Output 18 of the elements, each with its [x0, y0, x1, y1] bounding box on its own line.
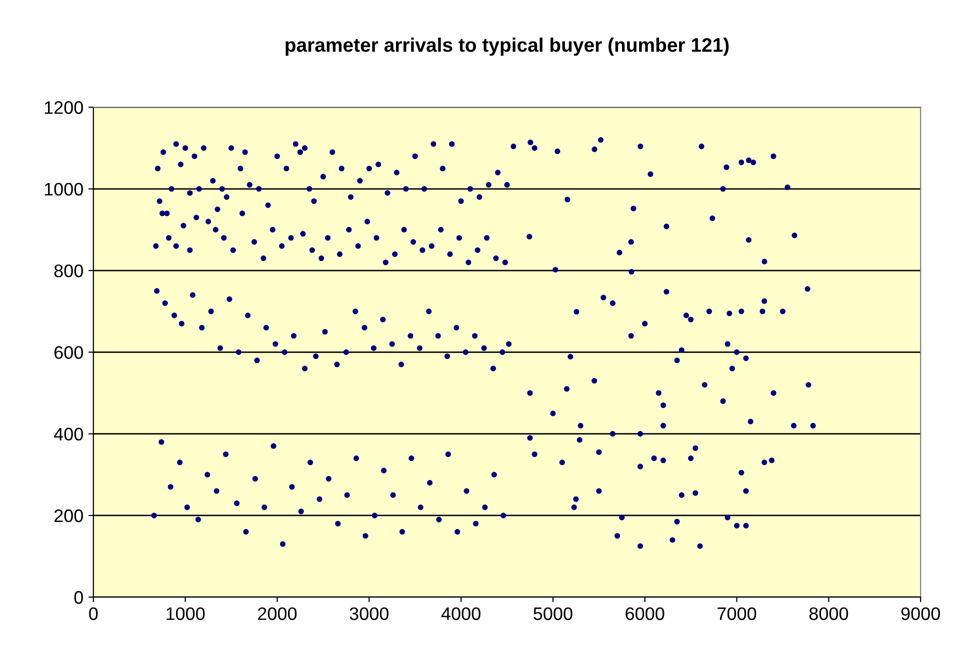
y-tick-label: 1200	[44, 101, 83, 114]
x-tick-label: 6000	[626, 607, 664, 620]
y-tick-label: 600	[54, 346, 83, 359]
x-tick-label: 8000	[809, 607, 848, 620]
y-tick-label: 400	[54, 428, 83, 441]
x-tick-label: 4000	[441, 607, 480, 620]
y-tick-label: 1000	[44, 182, 83, 196]
y-tick-label: 800	[54, 264, 83, 278]
x-tick-label: 9000	[901, 607, 940, 620]
y-tick-label: 0	[74, 591, 83, 604]
x-tick-label: 7000	[718, 607, 756, 620]
x-tick-label: 1000	[166, 607, 205, 620]
x-tick-label: 3000	[350, 607, 389, 620]
y-tick-label: 200	[54, 509, 83, 522]
x-tick-label: 2000	[258, 607, 297, 620]
chart-title: parameter arrivals to typical buyer (number 121)	[286, 38, 729, 56]
x-tick-label: 0	[89, 607, 98, 620]
x-tick-label: 5000	[534, 607, 572, 620]
